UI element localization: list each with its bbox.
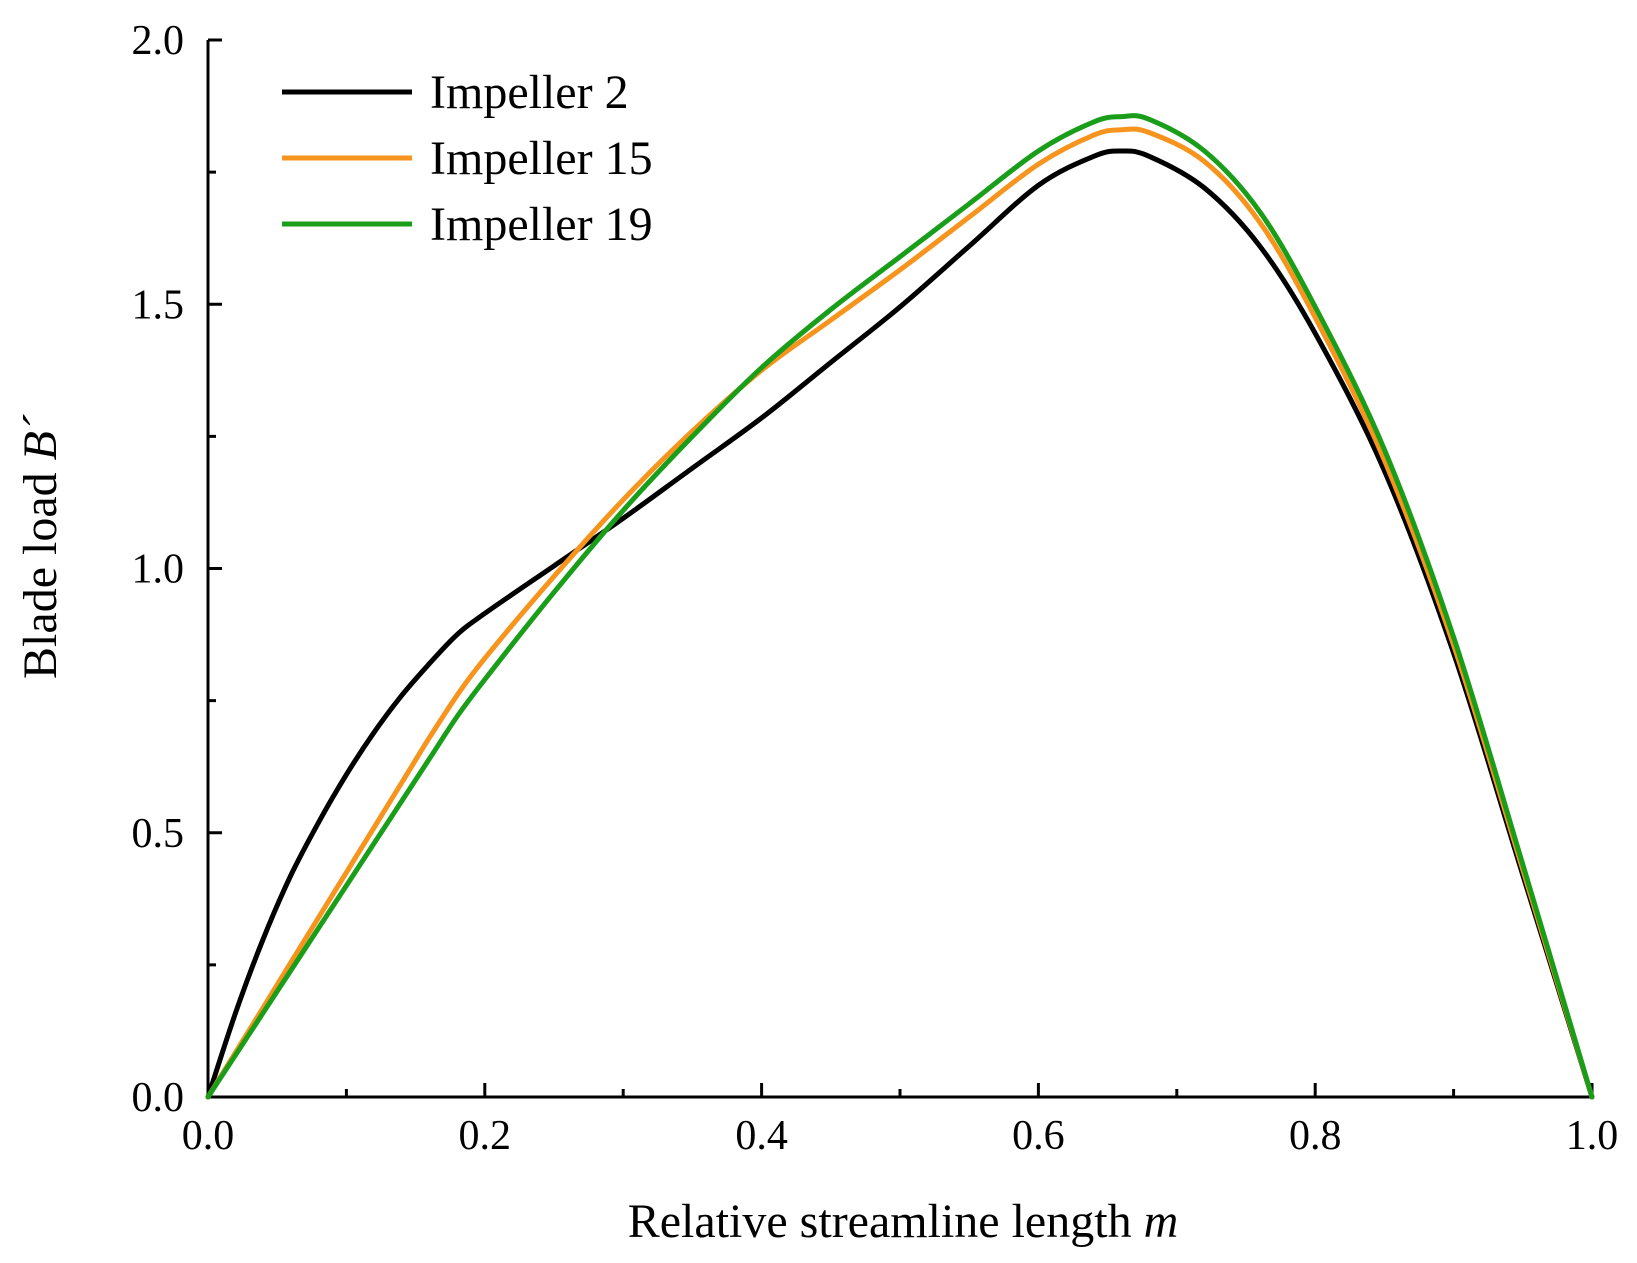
y-tick-label: 2.0: [132, 18, 185, 64]
x-tick-label: 0.2: [459, 1113, 512, 1159]
y-axis-title: Blade load B´: [14, 414, 67, 679]
x-tick-label: 0.6: [1012, 1113, 1065, 1159]
series-line-impeller-19: [205, 113, 1595, 1100]
x-tick-label: 0.0: [182, 1113, 235, 1159]
y-tick-label: 1.5: [132, 282, 185, 328]
legend: Impeller 2 Impeller 15 Impeller 19: [282, 66, 653, 251]
y-tick-label: 1.0: [132, 547, 185, 593]
x-tick-label: 0.8: [1289, 1113, 1342, 1159]
legend-label-impeller-19: Impeller 19: [430, 198, 653, 251]
x-tick-label: 1.0: [1566, 1113, 1619, 1159]
y-tick-label: 0.0: [132, 1075, 185, 1121]
legend-label-impeller-2: Impeller 2: [430, 66, 629, 119]
y-tick-label: 0.5: [132, 811, 185, 857]
series-layer: [205, 113, 1595, 1100]
x-axis-title: Relative streamline length m: [628, 1195, 1179, 1248]
series-line-impeller-2: [205, 148, 1595, 1100]
legend-label-impeller-15: Impeller 15: [430, 132, 653, 185]
x-tick-label: 0.4: [735, 1113, 788, 1159]
series-line-impeller-15: [205, 126, 1595, 1100]
axes: 0.0 0.2 0.4 0.6 0.8 1.0 0.0 0.5 1.0 1.5 2.0: [132, 18, 1619, 1159]
